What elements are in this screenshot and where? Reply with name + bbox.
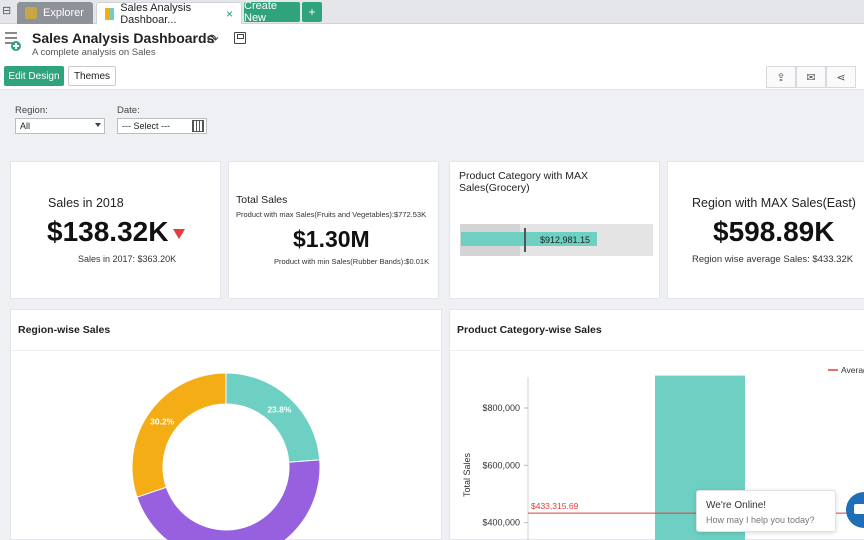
region-select-value: All	[20, 121, 31, 131]
kpi-max-text: Product with max Sales(Fruits and Vegeta…	[236, 210, 427, 219]
edit-design-button[interactable]: Edit Design	[4, 66, 64, 86]
chat-popup[interactable]: We're Online! How may I help you today?	[696, 490, 836, 532]
donut-slice-purple	[136, 459, 321, 540]
kpi-label: Product Category with MAX Sales(Grocery)	[459, 170, 588, 194]
kpi-card-total-sales: Total Sales Product with max Sales(Fruit…	[228, 161, 439, 299]
bullet-bar	[461, 232, 597, 246]
add-tab-icon[interactable]: +	[302, 2, 322, 22]
dashboard-icon	[105, 7, 115, 20]
save-icon[interactable]	[234, 32, 246, 44]
home-icon[interactable]: ⊟	[2, 5, 12, 17]
donut-slice-orange	[131, 372, 227, 498]
kpi-card-category-max: Product Category with MAX Sales(Grocery)…	[449, 161, 660, 299]
page-subtitle: A complete analysis on Sales	[32, 47, 156, 58]
kpi-value: $138.32K	[47, 216, 169, 247]
dashboard-header: Sales Analysis Dashboards A complete ana…	[0, 24, 864, 90]
menu-icon[interactable]	[5, 30, 21, 52]
tab-dashboard[interactable]: Sales Analysis Dashboar... ×	[96, 1, 242, 26]
bullet-value-label: $912,981.15	[540, 235, 590, 245]
date-label: Date:	[117, 105, 140, 116]
calendar-icon[interactable]	[192, 120, 204, 132]
y-tick-label: $600,000	[482, 460, 520, 470]
divider	[11, 350, 443, 351]
region-select[interactable]: All	[15, 118, 105, 134]
chat-subtitle: How may I help you today?	[706, 515, 815, 525]
average-line-label: $433,315.69	[531, 501, 579, 511]
close-icon[interactable]: ×	[225, 6, 233, 21]
kpi-subtext: Region wise average Sales: $433.32K	[692, 254, 854, 265]
export-icon[interactable]: ⇪	[766, 66, 796, 88]
themes-button[interactable]: Themes	[68, 66, 116, 86]
explorer-icon	[25, 7, 37, 19]
donut-slice-label: 23.8%	[267, 404, 292, 414]
kpi-value: $1.30M	[293, 226, 370, 252]
tab-dashboard-label: Sales Analysis Dashboar...	[120, 1, 192, 26]
bullet-chart: $912,981.15	[460, 224, 653, 256]
filter-bar: Region: All Date: --- Select ---	[0, 91, 864, 151]
date-select-value: --- Select ---	[122, 121, 170, 131]
down-arrow-icon	[173, 229, 185, 239]
donut-chart: 23.8% 30.2%	[131, 372, 321, 540]
tab-explorer[interactable]: Explorer	[17, 2, 93, 24]
kpi-subtext: Sales in 2017: $363.20K	[78, 254, 177, 264]
tab-explorer-label: Explorer	[43, 7, 84, 19]
kpi-card-region-max: Region with MAX Sales(East) $598.89K Reg…	[667, 161, 864, 299]
donut-slice-teal	[225, 372, 321, 463]
chevron-down-icon	[95, 123, 101, 127]
chat-title: We're Online!	[706, 500, 767, 511]
refresh-icon[interactable]: ⟳	[207, 31, 219, 47]
page-title: Sales Analysis Dashboards	[32, 30, 215, 46]
kpi-min-text: Product with min Sales(Rubber Bands):$0.…	[274, 257, 430, 266]
bullet-target-marker	[524, 228, 526, 252]
tab-bar: ⊟ Explorer Sales Analysis Dashboar... × …	[0, 0, 864, 26]
region-sales-card: Region-wise Sales 23.8% 30.2%	[10, 309, 443, 540]
legend-average-label: Average	[841, 365, 864, 375]
y-axis-label: Total Sales	[462, 452, 472, 497]
kpi-card-sales-2018: Sales in 2018 $138.32K Sales in 2017: $3…	[10, 161, 221, 299]
donut-slice-label: 30.2%	[150, 416, 175, 426]
kpi-label: Total Sales	[236, 194, 288, 206]
kpi-label: Region with MAX Sales(East)	[692, 196, 856, 210]
create-new-button[interactable]: Create New	[244, 0, 300, 24]
date-select[interactable]: --- Select ---	[117, 118, 207, 134]
kpi-value: $598.89K	[713, 216, 835, 247]
email-icon[interactable]: ✉	[796, 66, 826, 88]
chart-title: Region-wise Sales	[18, 324, 111, 336]
y-tick-label: $800,000	[482, 403, 520, 413]
y-tick-label: $400,000	[482, 518, 520, 528]
region-label: Region:	[15, 105, 48, 116]
chat-bubble-icon	[854, 504, 864, 514]
chart-title: Product Category-wise Sales	[457, 324, 602, 336]
divider	[450, 350, 864, 351]
share-icon[interactable]: ⋖	[826, 66, 856, 88]
kpi-label: Sales in 2018	[48, 196, 124, 210]
